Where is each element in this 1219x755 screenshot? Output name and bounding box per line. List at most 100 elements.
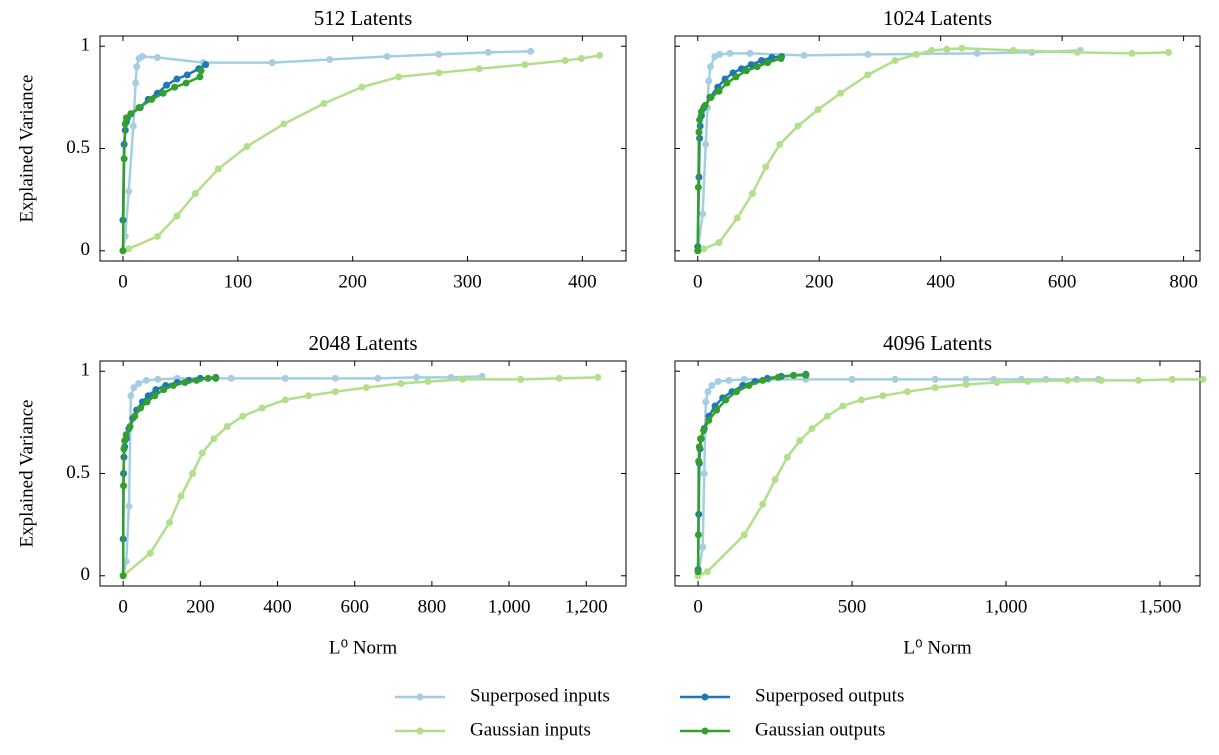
plot-area bbox=[99, 360, 627, 587]
data-point bbox=[125, 245, 133, 253]
y-tick-label: 0 bbox=[81, 564, 91, 585]
data-point bbox=[705, 77, 713, 85]
x-tick-label: 800 bbox=[1169, 271, 1198, 292]
data-point bbox=[762, 163, 770, 171]
data-point bbox=[517, 375, 525, 383]
x-tick-label: 0 bbox=[118, 271, 128, 292]
x-tick-label: 800 bbox=[418, 596, 447, 617]
data-point bbox=[732, 73, 740, 81]
data-point bbox=[183, 71, 191, 79]
data-point bbox=[521, 61, 529, 69]
data-point bbox=[912, 50, 920, 58]
data-point bbox=[759, 500, 767, 508]
data-point bbox=[694, 183, 702, 191]
data-point bbox=[697, 108, 705, 116]
data-point bbox=[700, 245, 708, 253]
data-point bbox=[154, 375, 162, 383]
data-point bbox=[1168, 375, 1176, 383]
data-point bbox=[119, 247, 127, 255]
y-tick-label: 1 bbox=[81, 360, 91, 381]
data-point bbox=[1097, 376, 1105, 384]
data-point bbox=[596, 51, 604, 59]
data-point bbox=[713, 406, 721, 414]
data-point bbox=[705, 416, 713, 424]
data-point bbox=[126, 422, 134, 430]
data-point bbox=[802, 371, 810, 379]
data-point bbox=[973, 49, 981, 57]
plot-area bbox=[674, 360, 1201, 587]
data-point bbox=[695, 457, 703, 465]
data-point bbox=[383, 52, 391, 60]
data-point bbox=[823, 412, 831, 420]
data-point bbox=[227, 374, 235, 382]
data-point bbox=[119, 572, 127, 580]
data-point bbox=[127, 392, 135, 400]
data-point bbox=[879, 392, 887, 400]
data-point bbox=[694, 247, 702, 255]
chart-title: 4096 Latents bbox=[883, 331, 992, 355]
data-point bbox=[133, 63, 141, 71]
data-point bbox=[864, 71, 872, 79]
data-point bbox=[1064, 376, 1072, 384]
data-point bbox=[204, 374, 212, 382]
data-point bbox=[699, 210, 707, 218]
data-point bbox=[120, 445, 128, 453]
x-tick-label: 200 bbox=[805, 271, 834, 292]
data-point bbox=[192, 376, 200, 384]
data-point bbox=[808, 425, 816, 432]
data-point bbox=[395, 73, 403, 81]
data-point bbox=[281, 396, 289, 404]
data-point bbox=[152, 386, 160, 394]
data-point bbox=[173, 212, 181, 220]
data-point bbox=[153, 232, 161, 240]
legend-marker bbox=[701, 693, 709, 701]
data-point bbox=[127, 110, 135, 118]
data-point bbox=[146, 549, 154, 557]
data-point bbox=[1073, 48, 1081, 56]
data-point bbox=[125, 187, 133, 195]
data-point bbox=[181, 378, 189, 386]
series-line bbox=[696, 49, 1081, 251]
data-point bbox=[131, 412, 139, 420]
y-tick-label: 0 bbox=[81, 239, 91, 260]
series-line bbox=[121, 375, 483, 577]
data-point bbox=[836, 89, 844, 97]
data-point bbox=[122, 431, 130, 439]
x-tick-label: 600 bbox=[1048, 271, 1077, 292]
data-point bbox=[331, 374, 339, 382]
legend-marker bbox=[701, 727, 709, 735]
x-tick-label: 1,000 bbox=[488, 596, 531, 617]
data-point bbox=[577, 55, 585, 62]
legend-marker bbox=[416, 727, 424, 735]
data-point bbox=[768, 53, 776, 61]
x-tick-label: 0 bbox=[118, 596, 128, 617]
data-point bbox=[931, 375, 939, 383]
data-point bbox=[196, 73, 204, 81]
data-point bbox=[1128, 49, 1136, 57]
data-point bbox=[160, 386, 168, 394]
x-tick-label: 200 bbox=[338, 271, 367, 292]
x-tick-label: 400 bbox=[568, 271, 597, 292]
data-point bbox=[746, 49, 754, 57]
data-point bbox=[197, 67, 205, 75]
data-point bbox=[800, 51, 808, 59]
data-point bbox=[120, 482, 128, 490]
data-point bbox=[742, 67, 750, 75]
data-point bbox=[748, 190, 756, 197]
data-point bbox=[715, 239, 723, 247]
data-point bbox=[891, 375, 899, 383]
data-point bbox=[707, 63, 715, 71]
chart-title: 512 Latents bbox=[314, 6, 413, 30]
data-point bbox=[714, 377, 722, 385]
data-point bbox=[962, 375, 970, 383]
data-point bbox=[699, 543, 707, 551]
data-point bbox=[790, 371, 798, 379]
data-point bbox=[198, 449, 206, 457]
data-point bbox=[715, 87, 723, 95]
data-point bbox=[696, 116, 704, 124]
data-point bbox=[459, 375, 467, 383]
x-tick-label: 0 bbox=[693, 271, 703, 292]
data-point bbox=[701, 102, 709, 110]
data-point bbox=[151, 392, 159, 400]
